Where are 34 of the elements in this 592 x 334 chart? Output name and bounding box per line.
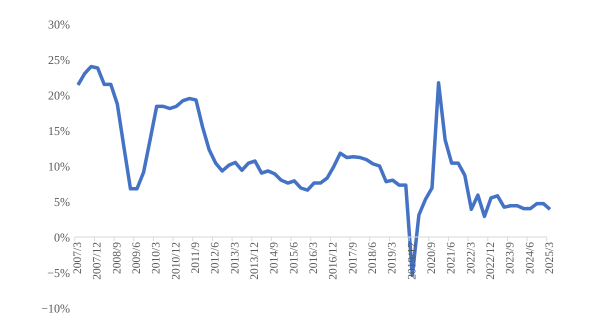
x-tick-label: 2019/12 <box>406 242 418 280</box>
y-tick-label: 5% <box>54 194 70 209</box>
x-tick-label: 2010/3 <box>150 242 163 274</box>
x-tick-label: 2018/6 <box>367 242 379 274</box>
x-tick-label: 2016/12 <box>328 242 340 280</box>
y-tick-label: 0% <box>54 230 70 244</box>
x-tick-label: 2022/12 <box>485 242 497 280</box>
x-tick-label: 2014/9 <box>268 242 281 274</box>
x-tick-label: 2011/9 <box>190 242 202 274</box>
x-tick-label: 2013/3 <box>229 242 242 274</box>
y-tick-label: 10% <box>48 159 70 174</box>
x-tick-label: 2007/3 <box>72 242 84 274</box>
x-tick-label: 2009/6 <box>131 242 143 274</box>
x-tick-label: 2008/9 <box>111 242 124 274</box>
x-tick-label: 2013/12 <box>249 242 261 280</box>
x-tick-label: 2012/6 <box>210 242 222 274</box>
x-tick-label: 2019/3 <box>386 242 399 274</box>
y-tick-label: −5% <box>47 266 70 280</box>
y-tick-label: 20% <box>48 88 70 102</box>
x-tick-label: 2016/3 <box>308 242 320 274</box>
x-tick-label: 2007/12 <box>92 242 104 280</box>
x-tick-label: 2024/6 <box>524 242 536 274</box>
x-tick-label: 2022/3 <box>465 242 478 274</box>
x-tick-label: 2017/9 <box>347 242 360 274</box>
x-tick-label: 2015/6 <box>288 242 300 274</box>
x-tick-label: 2023/9 <box>504 242 517 274</box>
x-tick-label: 2021/6 <box>446 242 458 274</box>
y-tick-label: 25% <box>48 52 70 67</box>
y-tick-label: 15% <box>48 124 70 138</box>
x-tick-label: 2025/3 <box>544 242 556 274</box>
y-tick-label: −10% <box>41 301 70 316</box>
x-tick-label: 2010/12 <box>170 242 182 280</box>
x-tick-label: 2020/9 <box>426 242 438 274</box>
y-tick-label: 30% <box>48 17 70 32</box>
